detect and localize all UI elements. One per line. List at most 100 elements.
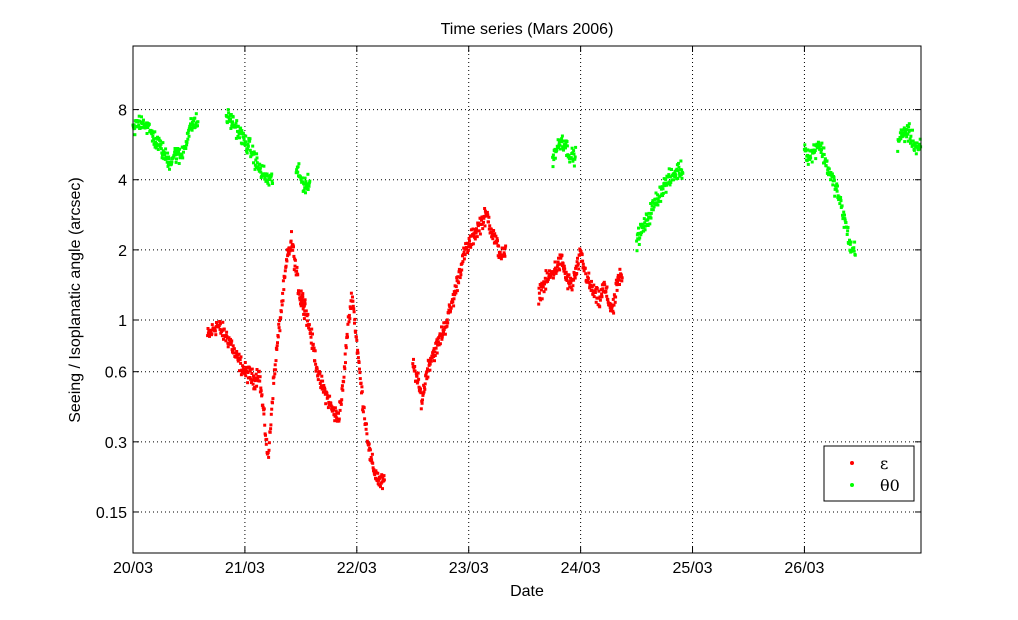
data-point [426,367,429,371]
data-point [313,349,317,353]
grid [133,46,921,553]
data-point [352,307,356,311]
data-point [543,282,546,286]
data-point [613,300,617,304]
data-point [213,326,217,330]
data-point [639,222,642,226]
data-point [283,275,287,279]
data-point [471,227,475,231]
data-point [305,183,309,186]
data-point [438,342,442,346]
data-point [222,337,225,341]
data-point [570,146,574,150]
data-point [313,359,317,363]
data-point [544,269,548,273]
data-point [664,178,668,182]
data-point [296,273,300,277]
data-point [806,148,810,152]
data-point [560,264,564,268]
data-point [483,224,487,228]
data-point [231,344,235,348]
data-point [576,262,580,266]
data-point [221,320,225,324]
data-point [574,145,578,149]
data-point [150,129,154,133]
data-point [344,361,347,365]
data-point [902,126,906,130]
data-point [434,346,438,350]
data-point [281,299,285,303]
data-point [248,148,252,152]
data-point [220,334,224,338]
legend-box [823,445,915,502]
data-point [210,332,214,336]
legend-marker-theta0 [850,483,854,487]
data-point [368,448,372,452]
data-point [562,264,566,268]
data-point [261,403,265,407]
data-point [347,313,351,317]
data-point [436,343,440,347]
data-point [482,214,486,218]
data-point [428,362,432,366]
data-point [299,175,302,179]
data-point [341,388,345,392]
data-point [208,334,211,338]
data-point [834,187,838,191]
data-point [324,402,328,406]
series-theta0 [131,108,923,257]
data-point [603,283,607,287]
data-point [262,164,266,168]
data-point [318,371,322,375]
data-point [242,136,246,140]
y-axis-title: Seeing / Isoplanatic angle (arcsec) [67,177,84,422]
data-point [480,218,483,222]
data-point [301,307,305,311]
data-point [467,245,471,249]
data-point [820,148,823,151]
data-point [300,299,304,303]
data-point [810,160,814,164]
data-point [268,430,272,434]
data-point [572,164,576,168]
data-point [251,382,255,386]
data-point [618,267,622,271]
data-point [592,295,596,299]
data-point [560,140,564,144]
data-point [680,176,684,180]
data-point [163,153,166,157]
data-point [351,295,354,299]
data-point [906,132,910,136]
data-point [145,132,149,135]
data-point [159,147,163,151]
data-point [340,384,344,388]
data-point [229,342,233,346]
data-point [842,225,846,229]
data-point [565,140,569,143]
data-point [413,365,417,368]
data-point [552,273,556,277]
data-point [648,222,652,226]
data-point [835,189,839,193]
data-point [271,401,274,405]
data-point [840,204,844,208]
data-point [478,232,482,236]
data-point [636,232,640,235]
data-point [830,172,834,176]
data-point [917,147,921,151]
data-point [267,441,271,445]
data-point [144,123,148,127]
data-point [545,271,549,275]
data-point [432,355,436,358]
data-point [440,337,444,341]
data-point [307,326,311,330]
data-point [276,335,280,339]
data-point [655,201,659,205]
data-point [234,121,238,125]
data-point [258,162,262,166]
data-point [217,324,221,327]
data-point [352,310,356,314]
data-point [232,347,236,351]
data-point [454,285,458,289]
